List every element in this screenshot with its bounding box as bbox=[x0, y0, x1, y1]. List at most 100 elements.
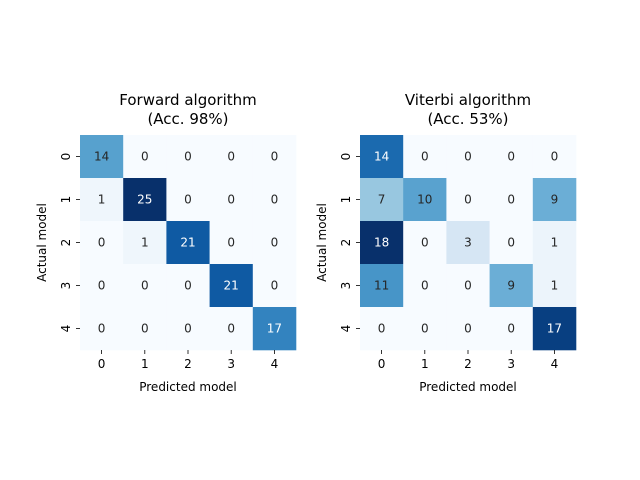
cell-value-2-3: 0 bbox=[507, 236, 515, 250]
cell-value-0-1: 0 bbox=[141, 150, 149, 164]
cell-value-2-1: 0 bbox=[421, 236, 429, 250]
y-tick-label-2: 2 bbox=[59, 239, 73, 247]
cell-value-2-4: 0 bbox=[271, 236, 279, 250]
cell-value-3-3: 9 bbox=[507, 279, 515, 293]
heatmap-cell-4-0 bbox=[80, 307, 124, 351]
x-tick-label-2: 2 bbox=[184, 357, 192, 371]
heatmap-cell-4-3 bbox=[489, 307, 534, 351]
y-tick-label-0: 0 bbox=[339, 153, 353, 161]
heatmap-cell-0-3 bbox=[209, 135, 254, 179]
heatmap-cell-2-1 bbox=[123, 221, 167, 265]
cell-value-2-3: 0 bbox=[227, 236, 235, 250]
chart-title-line-1: (Acc. 53%) bbox=[427, 110, 508, 128]
cell-value-3-3: 21 bbox=[224, 279, 239, 293]
heatmap-cell-1-3 bbox=[209, 178, 254, 222]
forward-confusion-matrix: 14 0 0 0 0 1 25 0 0 0 0 1 21 0 0 0 0 0 21 0 0 0 0 0 17 0 1 2 3 4 0 1 2 3 4… bbox=[35, 91, 297, 394]
cell-value-4-0: 0 bbox=[98, 322, 106, 336]
y-axis-label: Actual model bbox=[35, 203, 49, 282]
heatmap-cell-1-0 bbox=[360, 178, 404, 222]
cell-value-0-1: 0 bbox=[421, 150, 429, 164]
x-tick-label-1: 1 bbox=[421, 357, 429, 371]
heatmap-cell-1-4 bbox=[252, 178, 297, 222]
heatmap-cell-3-3 bbox=[209, 264, 254, 308]
chart-title-line-0: Forward algorithm bbox=[119, 91, 256, 109]
heatmap-cell-3-0 bbox=[80, 264, 124, 308]
cell-value-2-0: 0 bbox=[98, 236, 106, 250]
heatmap-cell-0-2 bbox=[166, 135, 210, 179]
heatmap-cell-4-0 bbox=[360, 307, 404, 351]
heatmap-cell-1-1 bbox=[123, 178, 167, 222]
cell-value-1-0: 7 bbox=[378, 193, 386, 207]
cell-value-2-1: 1 bbox=[141, 236, 149, 250]
cell-value-3-0: 11 bbox=[374, 279, 389, 293]
heatmap-cell-3-4 bbox=[252, 264, 297, 308]
cell-value-1-0: 1 bbox=[98, 193, 106, 207]
heatmap-cell-2-3 bbox=[209, 221, 254, 265]
cell-value-0-2: 0 bbox=[184, 150, 192, 164]
viterbi-confusion-matrix: 14 0 0 0 07 10 0 0 918 0 3 0 111 0 0 9 10 0 0 0 170 1 2 3 401234… bbox=[315, 91, 577, 394]
chart-title: Viterbi algorithm (Acc. 53%) bbox=[405, 91, 531, 128]
cell-value-0-0: 14 bbox=[374, 150, 389, 164]
y-axis-label: Actual model bbox=[315, 203, 329, 282]
x-tick-label-1: 1 bbox=[141, 357, 149, 371]
y-tick-label-1: 1 bbox=[339, 196, 353, 204]
cell-value-1-2: 0 bbox=[464, 193, 472, 207]
heatmap-cell-4-4 bbox=[252, 307, 297, 351]
cell-value-3-2: 0 bbox=[184, 279, 192, 293]
heatmap-cell-4-1 bbox=[403, 307, 447, 351]
heatmap-cell-4-2 bbox=[446, 307, 490, 351]
cell-value-4-3: 0 bbox=[507, 322, 515, 336]
heatmap-cell-2-4 bbox=[532, 221, 577, 265]
cell-value-4-1: 0 bbox=[141, 322, 149, 336]
cell-value-0-4: 0 bbox=[551, 150, 559, 164]
cell-value-0-3: 0 bbox=[507, 150, 515, 164]
heatmap-cell-4-4 bbox=[532, 307, 577, 351]
chart-title-line-1: (Acc. 98%) bbox=[147, 110, 228, 128]
cell-value-1-4: 0 bbox=[271, 193, 279, 207]
heatmap-cell-1-2 bbox=[446, 178, 490, 222]
heatmap-cell-3-1 bbox=[123, 264, 167, 308]
y-tick-label-2: 2 bbox=[339, 239, 353, 247]
cell-value-4-2: 0 bbox=[184, 322, 192, 336]
cell-value-4-1: 0 bbox=[421, 322, 429, 336]
heatmap-cell-4-2 bbox=[166, 307, 210, 351]
cell-value-2-2: 21 bbox=[180, 236, 195, 250]
y-tick-label-4: 4 bbox=[339, 325, 353, 333]
x-tick-label-2: 2 bbox=[464, 357, 472, 371]
heatmap-cell-0-0 bbox=[80, 135, 124, 179]
cell-value-3-1: 0 bbox=[421, 279, 429, 293]
x-tick-label-4: 4 bbox=[551, 357, 559, 371]
heatmap-cell-2-4 bbox=[252, 221, 297, 265]
heatmap-cell-2-3 bbox=[489, 221, 534, 265]
heatmap-cell-0-2 bbox=[446, 135, 490, 179]
cell-value-4-3: 0 bbox=[227, 322, 235, 336]
y-tick-label-3: 3 bbox=[59, 282, 73, 290]
heatmap-cell-2-0 bbox=[360, 221, 404, 265]
heatmap-cell-3-3 bbox=[489, 264, 534, 308]
cell-value-1-2: 0 bbox=[184, 193, 192, 207]
heatmap-cell-1-2 bbox=[166, 178, 210, 222]
cell-value-3-0: 0 bbox=[98, 279, 106, 293]
heatmap-cell-0-1 bbox=[123, 135, 167, 179]
heatmap-cell-4-3 bbox=[209, 307, 254, 351]
x-tick-label-3: 3 bbox=[507, 357, 515, 371]
heatmap-cell-0-3 bbox=[489, 135, 534, 179]
heatmap-cell-1-4 bbox=[532, 178, 577, 222]
heatmap-cell-3-2 bbox=[446, 264, 490, 308]
chart-title: Forward algorithm (Acc. 98%) bbox=[119, 91, 256, 128]
heatmap-cell-4-1 bbox=[123, 307, 167, 351]
x-axis-label: Predicted model bbox=[419, 380, 517, 394]
heatmap-cell-0-4 bbox=[252, 135, 297, 179]
cell-value-3-1: 0 bbox=[141, 279, 149, 293]
x-tick-label-0: 0 bbox=[98, 357, 106, 371]
heatmap-cell-2-2 bbox=[166, 221, 210, 265]
chart-title-line-0: Viterbi algorithm bbox=[405, 91, 531, 109]
y-tick-label-3: 3 bbox=[339, 282, 353, 290]
cell-value-0-3: 0 bbox=[227, 150, 235, 164]
x-tick-label-3: 3 bbox=[227, 357, 235, 371]
x-tick-label-4: 4 bbox=[271, 357, 279, 371]
heatmap-cell-2-1 bbox=[403, 221, 447, 265]
heatmap-cell-0-4 bbox=[532, 135, 577, 179]
cell-value-2-2: 3 bbox=[464, 236, 472, 250]
